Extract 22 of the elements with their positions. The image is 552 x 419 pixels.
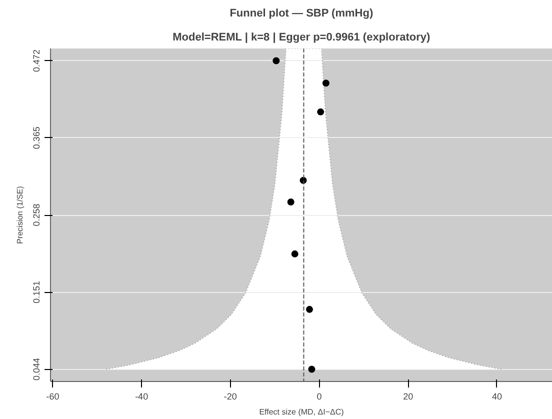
point — [291, 250, 298, 258]
x-tick-label: -20 — [224, 392, 237, 402]
y-tick-label: 0.365 — [32, 126, 42, 150]
x-axis-title: Effect size (MD, ΔI−ΔC) — [259, 408, 344, 416]
point — [322, 80, 330, 87]
y-tick-label: 0.151 — [32, 280, 42, 304]
y-tick-label: 0.044 — [32, 358, 42, 381]
chart-title: Funnel plot — SBP (mmHg) — [230, 8, 374, 20]
chart-subtitle: Model=REML | k=8 | Egger p=0.9961 (exploratory) — [172, 32, 430, 44]
x-tick-label: 0 — [316, 392, 322, 402]
y-tick-label: 0.258 — [32, 204, 42, 226]
x-tick-label: -40 — [135, 392, 148, 402]
x-tick-label: 20 — [403, 392, 414, 402]
y-tick-label: 0.472 — [32, 49, 42, 72]
point — [272, 57, 280, 64]
point — [317, 108, 324, 116]
point — [306, 306, 313, 313]
x-tick-label: 40 — [492, 392, 502, 402]
point — [308, 366, 316, 373]
x-tick-label: -60 — [46, 392, 60, 402]
y-axis-title: Precision (1/SE) — [16, 186, 24, 244]
point — [287, 198, 294, 206]
